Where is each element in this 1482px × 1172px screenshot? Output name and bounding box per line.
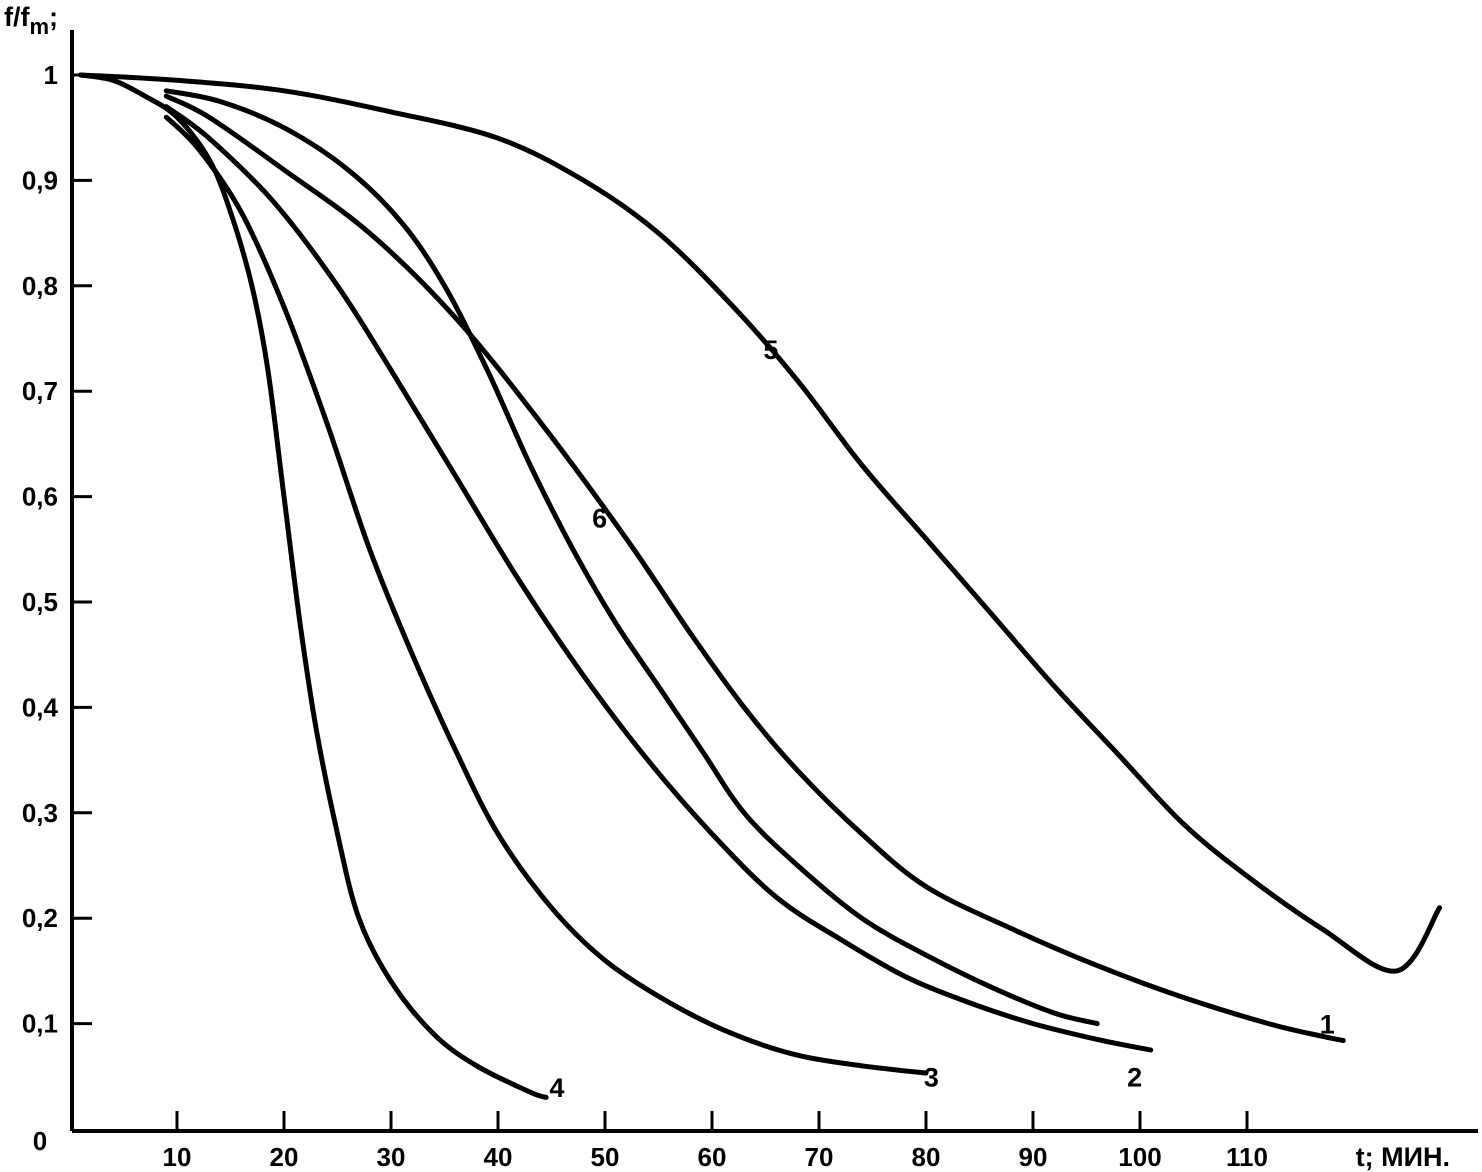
x-tick-label: 30 — [377, 1142, 406, 1172]
x-axis-title: t; МИН. — [1356, 1142, 1450, 1172]
y-tick-label: 0,9 — [22, 165, 58, 195]
y-tick-label: 0,2 — [22, 903, 58, 933]
x-tick-label: 100 — [1118, 1142, 1161, 1172]
x-tick-label: 20 — [270, 1142, 299, 1172]
y-tick-label: 0,5 — [22, 587, 58, 617]
y-axis-title-subscript: m — [29, 14, 49, 39]
y-tick-label: 0,3 — [22, 798, 58, 828]
x-tick-label: 70 — [805, 1142, 834, 1172]
curve-4 — [78, 72, 549, 1100]
x-tick-label: 40 — [484, 1142, 513, 1172]
curve-2 — [163, 104, 1154, 1053]
y-tick-label: 0,8 — [22, 271, 58, 301]
y-axis-title-main: f/f — [4, 2, 30, 32]
curve-label-1: 1 — [1320, 1010, 1335, 1040]
curves — [78, 72, 1443, 1100]
x-tick-label: 50 — [591, 1142, 620, 1172]
y-ticks: 0,1 0,2 0,3 0,4 0,5 0,6 0,7 0,8 0,9 1 — [22, 60, 92, 1039]
curve-label-6: 6 — [592, 504, 607, 534]
axes — [70, 30, 1478, 1133]
y-axis-title-suffix: ; — [49, 2, 58, 32]
curve-5 — [78, 72, 1443, 974]
curve-label-4: 4 — [549, 1073, 564, 1103]
curve-label-2: 2 — [1127, 1062, 1142, 1092]
y-tick-label: 0,7 — [22, 376, 58, 406]
x-tick-label: 110 — [1226, 1142, 1268, 1172]
y-tick-label: 0,6 — [22, 482, 58, 512]
curve-label-5: 5 — [763, 335, 778, 365]
y-tick-label: 0,1 — [22, 1009, 58, 1039]
origin-label: 0 — [33, 1126, 47, 1156]
x-tick-label: 80 — [912, 1142, 941, 1172]
curve-1 — [163, 93, 1346, 1043]
y-tick-label: 0,4 — [22, 692, 59, 722]
y-tick-label: 1 — [44, 60, 58, 90]
x-tick-label: 10 — [163, 1142, 192, 1172]
curve-label-3: 3 — [924, 1062, 939, 1092]
x-tick-label: 90 — [1019, 1142, 1048, 1172]
curve-labels: 1 2 3 4 5 6 — [549, 335, 1334, 1103]
y-axis-title: f/fm; — [4, 2, 58, 39]
x-tick-label: 60 — [698, 1142, 727, 1172]
curve-3 — [163, 114, 929, 1076]
curve-6 — [163, 88, 1100, 1027]
x-ticks: 10 20 30 40 50 60 70 80 90 100 110 — [163, 1111, 1268, 1172]
